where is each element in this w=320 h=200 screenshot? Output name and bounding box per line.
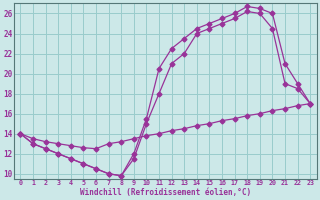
X-axis label: Windchill (Refroidissement éolien,°C): Windchill (Refroidissement éolien,°C) [80,188,251,197]
